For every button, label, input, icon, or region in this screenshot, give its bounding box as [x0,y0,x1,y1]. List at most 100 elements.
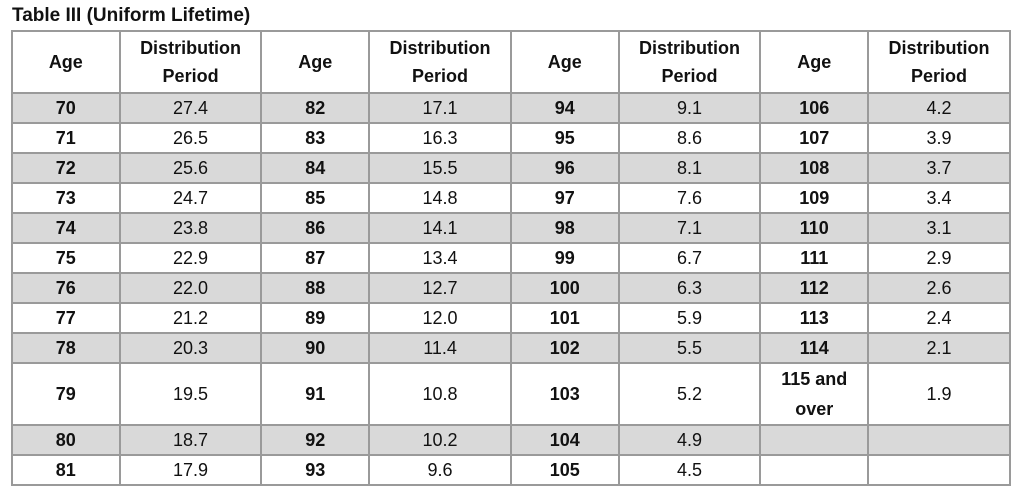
table-row: 77 21.2 89 12.0 101 5.9 113 2.4 [11,302,1011,334]
distribution-period-cell: 2.1 [867,332,1011,364]
distribution-period-cell: 2.6 [867,272,1011,304]
header-period-text: Period [911,66,968,86]
table-row: 81 17.9 93 9.6 105 4.5 [11,454,1011,486]
header-distribution-text: Distribution [888,38,990,58]
distribution-period-cell: 23.8 [118,212,263,244]
header-distribution-text: Distribution [389,38,491,58]
age-cell: 110 [759,212,870,244]
distribution-period-cell: 2.4 [867,302,1011,334]
distribution-period-cell: 18.7 [118,424,263,456]
header-distribution-period: Distribution Period [867,30,1011,94]
age-cell: 87 [260,242,371,274]
age-cell: 107 [759,122,870,154]
distribution-period-cell: 3.4 [867,182,1011,214]
age-cell: 84 [260,152,371,184]
distribution-period-cell: 8.1 [617,152,762,184]
age-cell: 114 [759,332,870,364]
age-cell: 113 [759,302,870,334]
distribution-period-cell: 7.6 [617,182,762,214]
uniform-lifetime-table: Age Distribution Period Age Distribution P… [11,30,1011,486]
age-cell: 94 [509,92,620,124]
age-cell: 102 [509,332,620,364]
age-cell: 73 [11,182,121,214]
distribution-period-cell: 9.6 [368,454,512,486]
header-distribution-period: Distribution Period [368,30,512,94]
age-cell: 88 [260,272,371,304]
distribution-period-cell: 11.4 [368,332,512,364]
distribution-period-cell: 6.7 [617,242,762,274]
table-title: Table III (Uniform Lifetime) [12,5,251,26]
age-cell: 75 [11,242,121,274]
age-cell: 80 [11,424,121,456]
distribution-period-cell: 16.3 [368,122,512,154]
distribution-period-cell: 19.5 [118,362,263,426]
age-cell: 101 [509,302,620,334]
distribution-period-cell: 21.2 [118,302,263,334]
header-age: Age [260,30,371,94]
distribution-period-cell: 22.9 [118,242,263,274]
table-body: 70 27.4 82 17.1 94 9.1 106 4.2 71 26.5 83 16.3 95 8.6… [11,92,1011,486]
age-cell: 103 [509,362,620,426]
header-distribution-period: Distribution Period [118,30,263,94]
age-cell: 104 [509,424,620,456]
header-age: Age [759,30,870,94]
age-cell: 79 [11,362,121,426]
age-cell: 100 [509,272,620,304]
distribution-period-cell: 25.6 [118,152,263,184]
age-cell: 115 and over [759,362,870,426]
header-distribution-text: Distribution [639,38,741,58]
table-row: 72 25.6 84 15.5 96 8.1 108 3.7 [11,152,1011,184]
age-cell: 95 [509,122,620,154]
age-cell: 83 [260,122,371,154]
table-row: 79 19.5 91 10.8 103 5.2 115 and over 1.9 [11,362,1011,426]
distribution-period-cell: 5.2 [617,362,762,426]
age-cell: 86 [260,212,371,244]
table-row: 73 24.7 85 14.8 97 7.6 109 3.4 [11,182,1011,214]
distribution-period-cell: 27.4 [118,92,263,124]
age-cell: 99 [509,242,620,274]
age-cell: 78 [11,332,121,364]
age-cell: 89 [260,302,371,334]
distribution-period-cell: 14.1 [368,212,512,244]
age-cell: 71 [11,122,121,154]
table-row: 71 26.5 83 16.3 95 8.6 107 3.9 [11,122,1011,154]
distribution-period-cell: 5.5 [617,332,762,364]
distribution-period-cell: 3.9 [867,122,1011,154]
age-cell: 82 [260,92,371,124]
age-cell: 105 [509,454,620,486]
age-cell: 97 [509,182,620,214]
distribution-period-cell: 6.3 [617,272,762,304]
table-row: 70 27.4 82 17.1 94 9.1 106 4.2 [11,92,1011,124]
header-distribution-period: Distribution Period [617,30,762,94]
table-row: 75 22.9 87 13.4 99 6.7 111 2.9 [11,242,1011,274]
header-row: Age Distribution Period Age Distribution P… [11,30,1011,94]
header-distribution-text: Distribution [140,38,242,58]
age-cell: 108 [759,152,870,184]
distribution-period-cell: 8.6 [617,122,762,154]
age-cell: 90 [260,332,371,364]
age-cell: 111 [759,242,870,274]
distribution-period-cell: 17.9 [118,454,263,486]
header-period-text: Period [661,66,718,86]
distribution-period-cell: 9.1 [617,92,762,124]
header-age: Age [11,30,121,94]
header-age: Age [509,30,620,94]
age-cell: 112 [759,272,870,304]
age-cell: 106 [759,92,870,124]
age-cell: 76 [11,272,121,304]
age-cell: 72 [11,152,121,184]
age-cell: 93 [260,454,371,486]
distribution-period-cell: 17.1 [368,92,512,124]
distribution-period-cell: 7.1 [617,212,762,244]
age-cell: 70 [11,92,121,124]
distribution-period-cell: 13.4 [368,242,512,274]
age-cell: 109 [759,182,870,214]
distribution-period-cell: 10.2 [368,424,512,456]
distribution-period-cell: 1.9 [867,362,1011,426]
age-cell: 85 [260,182,371,214]
distribution-period-cell: 12.7 [368,272,512,304]
distribution-period-cell: 4.9 [617,424,762,456]
distribution-period-cell: 15.5 [368,152,512,184]
table-row: 80 18.7 92 10.2 104 4.9 [11,424,1011,456]
distribution-period-cell: 22.0 [118,272,263,304]
